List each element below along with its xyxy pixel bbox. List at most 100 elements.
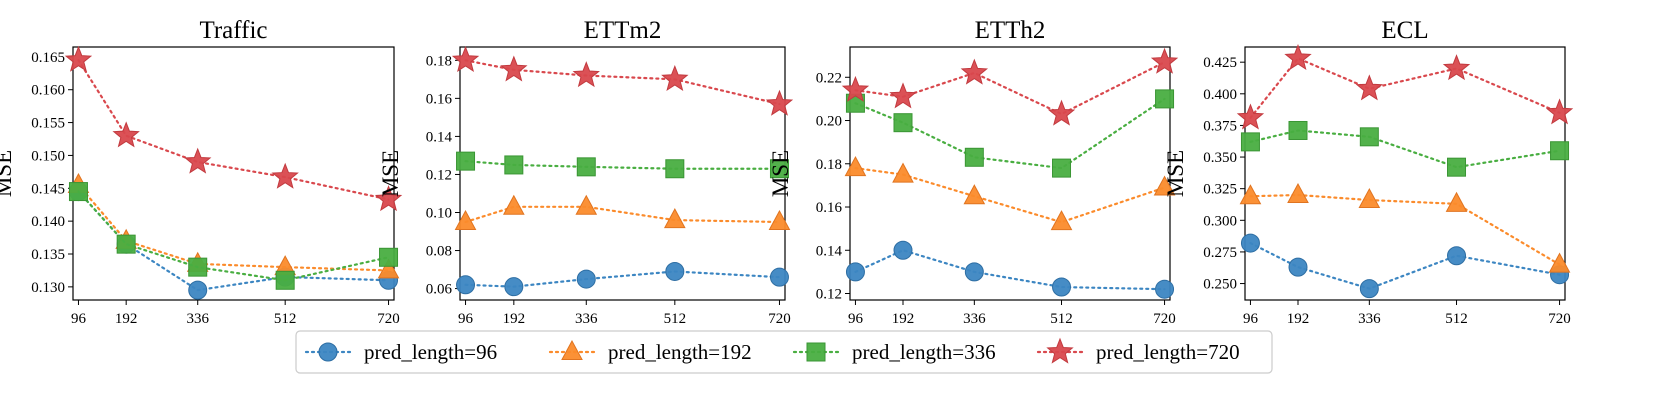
data-point: [1358, 188, 1381, 209]
series-line-1: [77, 183, 390, 272]
data-point: [576, 157, 596, 177]
legend-label: pred_length=96: [364, 340, 497, 364]
data-point: [500, 55, 528, 82]
data-point: [665, 159, 685, 179]
legend-marker: [318, 342, 338, 362]
data-point: [502, 194, 525, 215]
data-point: [1155, 89, 1175, 109]
chart-title: ECL: [1381, 17, 1428, 44]
x-tick-label: 336: [963, 311, 986, 327]
data-point: [1447, 246, 1467, 266]
data-point: [64, 45, 93, 72]
data-point: [844, 156, 867, 177]
x-tick-label: 720: [1153, 311, 1176, 327]
data-point: [1359, 127, 1379, 147]
data-point: [893, 113, 913, 133]
y-tick-label: 0.10: [426, 205, 452, 221]
x-tick-label: 96: [458, 311, 474, 327]
chart-title: Traffic: [199, 17, 267, 44]
data-point: [1445, 191, 1468, 212]
data-point: [116, 234, 136, 254]
data-point: [572, 61, 600, 88]
y-tick-label: 0.12: [816, 287, 842, 303]
data-point: [112, 121, 140, 148]
chart-title: ETTm2: [584, 17, 662, 44]
data-point: [184, 147, 212, 174]
data-point: [841, 75, 870, 102]
legend-label: pred_length=720: [1096, 340, 1240, 364]
data-point: [1355, 74, 1384, 101]
x-tick-label: 720: [768, 311, 791, 327]
data-point: [379, 247, 399, 267]
x-tick-label: 336: [186, 311, 209, 327]
data-point: [893, 240, 913, 260]
data-point: [454, 209, 477, 231]
data-point: [374, 185, 403, 212]
legend-label: pred_length=192: [608, 340, 752, 364]
legend-marker: [806, 342, 826, 362]
data-point: [271, 162, 299, 189]
x-tick-label: 96: [1243, 311, 1259, 327]
data-point: [1240, 233, 1260, 253]
y-tick-label: 0.22: [816, 70, 842, 86]
plot-frame: [1244, 46, 1566, 301]
legend-marker: [561, 339, 583, 360]
data-point: [1288, 120, 1308, 140]
x-tick-label: 192: [892, 311, 915, 327]
y-axis-label: MSE: [378, 150, 403, 197]
data-point: [661, 64, 689, 91]
data-point: [1548, 252, 1571, 273]
chart-panel-etth2: ETTh2 MSE 0.12 0.14 0.16 0.18 0.20 0.22 96 192 336…: [768, 17, 1179, 327]
chart-panel-traffic: Traffic MSE 0.130 0.135 0.140 0.145 0.150 0.155…: [0, 17, 403, 327]
series-line-1: [1249, 193, 1561, 266]
legend-item: pred_length=192: [548, 339, 752, 364]
data-point: [576, 269, 596, 289]
data-point: [456, 275, 476, 295]
data-point: [575, 194, 598, 215]
x-tick-label: 96: [71, 311, 87, 327]
x-tick-label: 512: [664, 311, 687, 327]
legend-item: pred_length=336: [792, 340, 996, 364]
data-point: [665, 261, 685, 281]
y-tick-label: 0.155: [31, 116, 65, 132]
y-tick-label: 0.150: [31, 148, 65, 164]
y-tick-label: 0.400: [1203, 87, 1237, 103]
x-tick-label: 336: [1358, 311, 1381, 327]
data-point: [768, 209, 791, 231]
data-point: [188, 280, 208, 300]
data-point: [377, 258, 400, 279]
y-tick-label: 0.425: [1203, 55, 1237, 71]
y-tick-label: 0.16: [426, 91, 453, 107]
x-tick-label: 192: [503, 311, 526, 327]
data-point: [1239, 184, 1262, 205]
legend-item: pred_length=720: [1036, 337, 1240, 364]
data-point: [1359, 279, 1379, 299]
data-point: [1545, 98, 1574, 125]
data-point: [1153, 175, 1176, 196]
data-point: [1236, 103, 1265, 130]
data-point: [964, 262, 984, 282]
series-line-3: [854, 61, 1166, 116]
data-point: [68, 182, 88, 202]
data-point: [1150, 47, 1179, 74]
data-point: [1550, 141, 1570, 161]
x-tick-label: 720: [377, 311, 400, 327]
y-tick-label: 0.375: [1203, 118, 1237, 134]
y-tick-label: 0.06: [426, 282, 453, 298]
data-point: [504, 277, 524, 297]
y-tick-label: 0.165: [31, 50, 65, 66]
x-tick-label: 512: [1445, 311, 1468, 327]
data-point: [963, 184, 986, 205]
y-tick-label: 0.160: [31, 83, 65, 99]
y-tick-label: 0.145: [31, 181, 65, 197]
data-point: [451, 45, 480, 72]
series-line-3: [1249, 57, 1561, 119]
y-tick-label: 0.140: [31, 214, 65, 230]
y-tick-label: 0.325: [1203, 182, 1237, 198]
data-point: [769, 159, 789, 179]
y-axis-label: MSE: [768, 150, 793, 197]
data-point: [1287, 182, 1309, 203]
y-tick-label: 0.300: [1203, 213, 1237, 229]
data-point: [1052, 158, 1072, 178]
